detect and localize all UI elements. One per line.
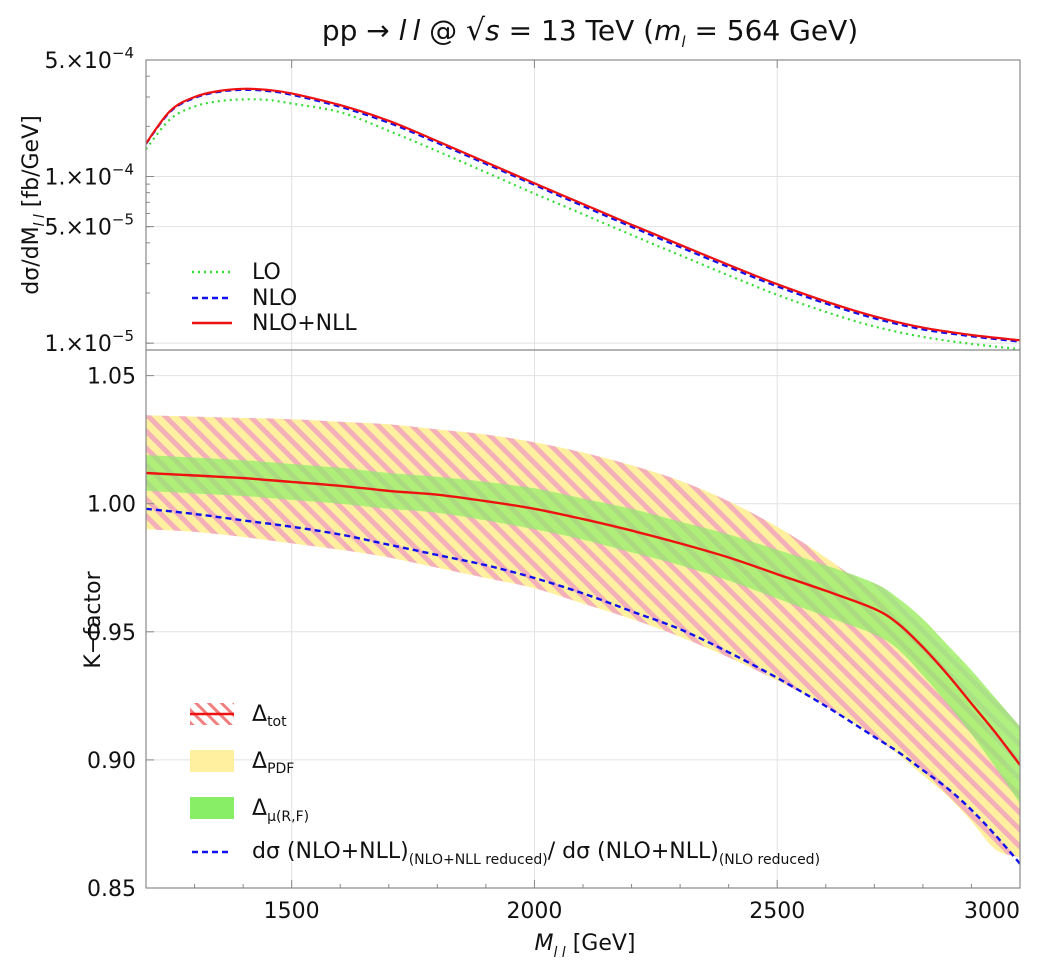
legend-pdf-label: ΔPDF: [252, 749, 294, 777]
bottom-panel-plot: [146, 415, 1020, 865]
band-pdf: [146, 417, 1020, 853]
x-tick-label: 3000: [964, 899, 1020, 924]
bottom-y-axis-label: K−factor: [81, 570, 106, 668]
axis-ticks: 5.×10−4 1.×10−4 5.×10−5 1.×10−5 0.85 0.90 0.95…: [44, 44, 1021, 924]
bottom-y-tick-label: 0.85: [87, 877, 136, 902]
bottom-series-nlo-nll: [146, 471, 1020, 766]
x-tick-label: 2000: [506, 899, 562, 924]
bottom-y-tick-label: 0.90: [87, 749, 136, 774]
bottom-y-tick-label: 1.05: [87, 365, 136, 390]
top-series-nlo-nll: [146, 87, 1020, 342]
bottom-y-tick-label: 0.95: [87, 621, 136, 646]
legend-scale-label: Δμ(R,F): [252, 796, 309, 825]
bottom-y-tick-label: 1.00: [87, 493, 136, 518]
legend-tot-label: Δtot: [252, 702, 287, 730]
top-y-tick-label: 1.×10−5: [44, 327, 134, 357]
legend-pdf-swatch: [190, 750, 234, 772]
top-legend: LO NLO NLO+NLL: [192, 260, 357, 336]
top-y-tick-label: 1.×10−4: [44, 160, 134, 190]
legend-nlo-label: NLO: [252, 286, 297, 311]
legend-nll-label: NLO+NLL: [252, 311, 357, 336]
top-panel-plot: [146, 87, 1020, 350]
x-tick-label: 2500: [749, 899, 805, 924]
top-y-tick-label: 5.×10−5: [44, 211, 134, 241]
top-y-axis-label: dσ/dMl l [fb/GeV]: [19, 115, 48, 294]
top-y-tick-label: 5.×10−4: [44, 44, 134, 74]
x-axis-label: Ml l [GeV]: [534, 931, 635, 961]
top-series-lo: [146, 98, 1020, 350]
bottom-legend: Δtot ΔPDF Δμ(R,F) dσ (NLO+NLL)(NLO+NLL r…: [190, 702, 820, 868]
legend-scale-swatch: [190, 797, 234, 819]
bottom-series-reduced-ratio: [146, 507, 1020, 865]
x-tick-label: 1500: [264, 899, 320, 924]
legend-ratio-label: dσ (NLO+NLL)(NLO+NLL reduced)/ dσ (NLO+N…: [252, 839, 820, 868]
legend-lo-label: LO: [252, 260, 281, 285]
band-scale-hatch: [146, 455, 1020, 804]
